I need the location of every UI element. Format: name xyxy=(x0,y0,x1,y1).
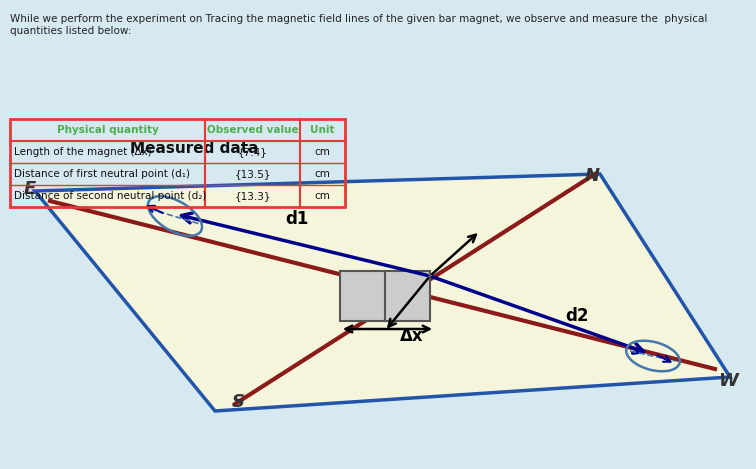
Text: N: N xyxy=(584,167,600,185)
Text: {7.4}: {7.4} xyxy=(237,147,268,157)
Text: Distance of second neutral point (d₂): Distance of second neutral point (d₂) xyxy=(14,191,206,201)
Text: d2: d2 xyxy=(565,307,588,325)
Text: Length of the magnet (Δx): Length of the magnet (Δx) xyxy=(14,147,152,157)
Text: {13.5}: {13.5} xyxy=(234,169,271,179)
Bar xyxy=(340,271,430,321)
Text: Δx: Δx xyxy=(400,327,423,345)
Text: Physical quantity: Physical quantity xyxy=(57,125,159,135)
Text: W: W xyxy=(718,372,738,390)
Bar xyxy=(10,119,345,207)
Text: cm: cm xyxy=(314,147,330,157)
Text: Unit: Unit xyxy=(310,125,335,135)
Text: Distance of first neutral point (d₁): Distance of first neutral point (d₁) xyxy=(14,169,190,179)
Text: Measured data: Measured data xyxy=(130,141,259,156)
Text: d1: d1 xyxy=(285,210,308,228)
Polygon shape xyxy=(35,174,730,411)
Text: {13.3}: {13.3} xyxy=(234,191,271,201)
Text: While we perform the experiment on Tracing the magnetic field lines of the given: While we perform the experiment on Traci… xyxy=(10,14,708,36)
Text: cm: cm xyxy=(314,169,330,179)
Text: Observed value: Observed value xyxy=(206,125,299,135)
Text: E: E xyxy=(23,180,36,198)
Text: cm: cm xyxy=(314,191,330,201)
Text: S: S xyxy=(231,393,244,411)
